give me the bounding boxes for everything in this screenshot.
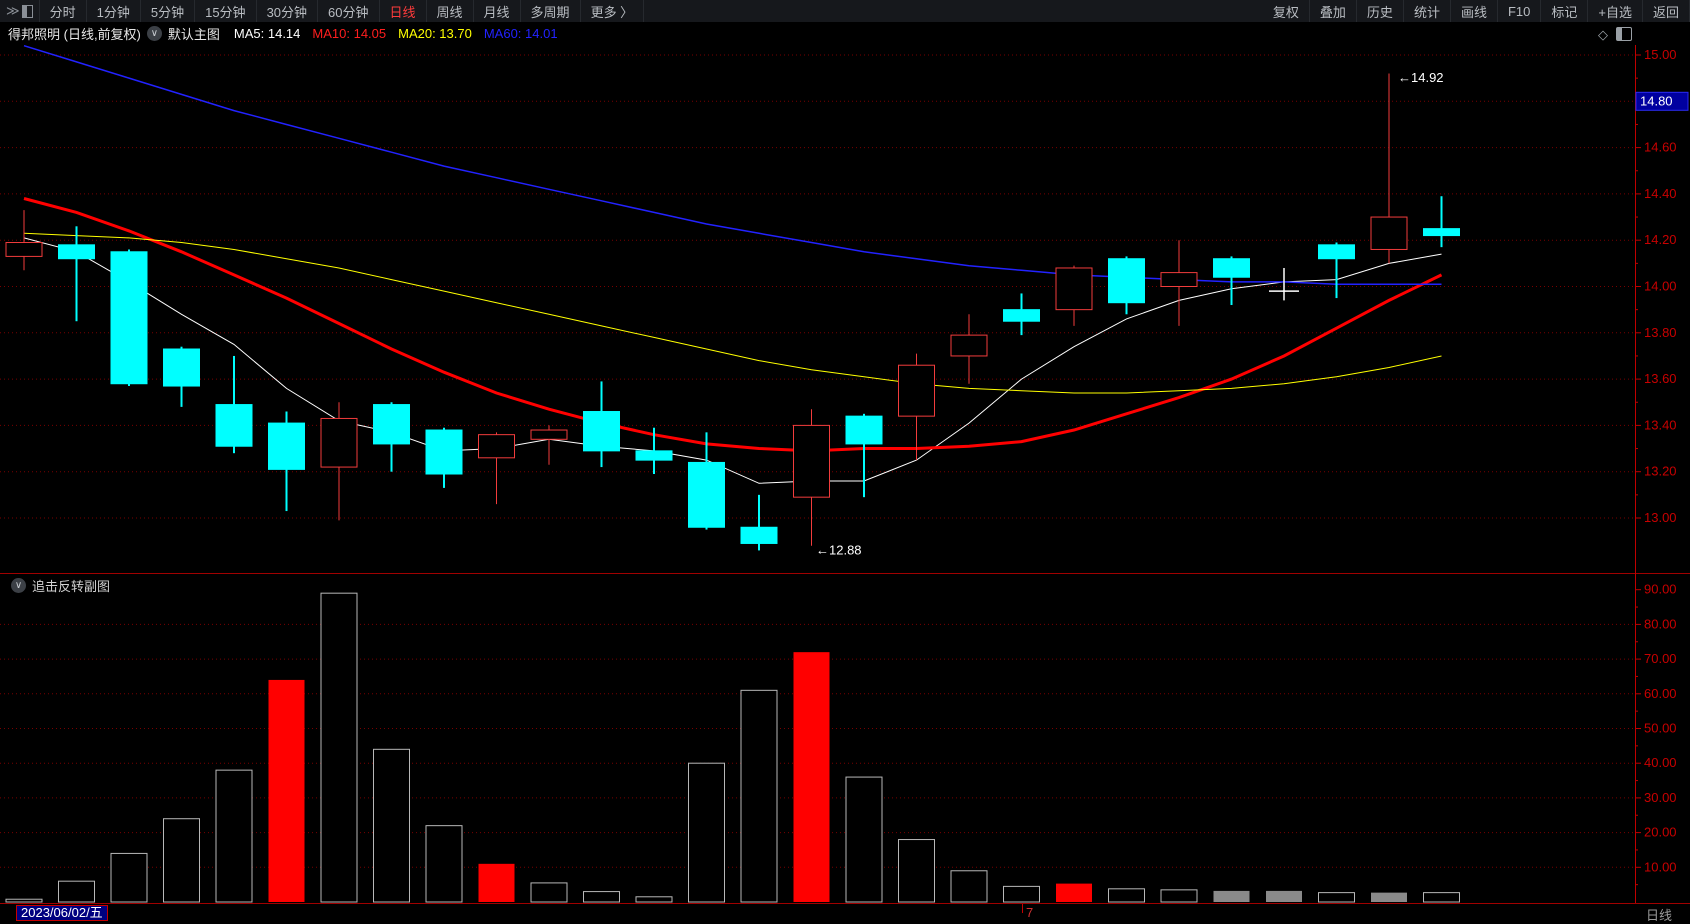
svg-text:70.00: 70.00 — [1644, 651, 1677, 666]
subchart-header: ∨ 追击反转副图 — [5, 576, 110, 595]
period-tab-1[interactable]: 1分钟 — [87, 0, 141, 22]
tool-button-3[interactable]: 统计 — [1404, 0, 1451, 22]
svg-text:40.00: 40.00 — [1644, 755, 1677, 770]
tool-button-6[interactable]: 标记 — [1541, 0, 1589, 22]
chart-corner-tools: ◇ — [1598, 27, 1632, 41]
tool-button-7[interactable]: +自选 — [1588, 0, 1643, 22]
main-candlestick-chart[interactable]: 15.00 14.80 14.60 14.40 14.20 14.00 13.80 13.60… — [0, 45, 1690, 573]
svg-text:13.60: 13.60 — [1644, 371, 1677, 386]
svg-text:14.60: 14.60 — [1644, 140, 1677, 155]
month-tick-mark — [1022, 904, 1023, 913]
panel-layout-icon[interactable] — [1616, 27, 1632, 41]
svg-text:15.00: 15.00 — [1644, 47, 1677, 62]
ma-legend-1: MA10: 14.05 — [312, 26, 387, 41]
topbar-spacer — [644, 0, 1263, 22]
symbol-title: 得邦照明 (日线,前复权) — [8, 27, 141, 42]
svg-text:←14.92: ←14.92 — [1398, 70, 1444, 85]
tool-button-1[interactable]: 叠加 — [1310, 0, 1357, 22]
svg-text:←12.88: ←12.88 — [816, 542, 862, 557]
svg-text:13.40: 13.40 — [1644, 417, 1677, 432]
chart-preset-label[interactable]: 默认主图 — [167, 27, 220, 42]
month-marker-label: 7 — [1026, 905, 1034, 920]
indicator-subchart[interactable]: 90.00 80.00 70.00 60.00 50.00 40.00 30.00 20.00… — [0, 573, 1690, 903]
tool-button-8[interactable]: 返回 — [1643, 0, 1690, 22]
period-tab-2[interactable]: 5分钟 — [141, 0, 196, 22]
period-tab-6[interactable]: 日线 — [380, 0, 427, 22]
chevron-down-circle-icon[interactable]: ∨ — [146, 26, 162, 41]
period-tab-8[interactable]: 月线 — [474, 0, 521, 22]
top-menu-bar: ≫ 分时 1分钟 5分钟 15分钟 30分钟 60分钟 日线 周线 月线 多周期 更多 〉 复权 叠加… — [0, 0, 1690, 23]
panel-toggle-icon[interactable]: ≫ — [0, 0, 40, 22]
period-tab-0[interactable]: 分时 — [40, 0, 87, 22]
svg-text:60.00: 60.00 — [1644, 686, 1677, 701]
period-tab-9[interactable]: 多周期 — [521, 0, 581, 22]
diamond-marker-icon[interactable]: ◇ — [1598, 26, 1608, 42]
svg-text:20.00: 20.00 — [1644, 825, 1677, 840]
svg-text:50.00: 50.00 — [1644, 721, 1677, 736]
period-tab-7[interactable]: 周线 — [427, 0, 474, 22]
ma-legend-3: MA60: 14.01 — [483, 26, 558, 41]
svg-text:14.00: 14.00 — [1644, 279, 1677, 294]
svg-text:90.00: 90.00 — [1644, 582, 1677, 597]
period-tab-3[interactable]: 15分钟 — [195, 0, 257, 22]
ma-legend-2: MA20: 13.70 — [398, 26, 472, 41]
svg-text:10.00: 10.00 — [1644, 859, 1677, 874]
period-label: 日线 — [1646, 908, 1673, 923]
first-date-label[interactable]: 2023/06/02/五 — [16, 905, 108, 921]
chart-header: 得邦照明 (日线,前复权) ∨ 默认主图 MA5: 14.14 MA10: 14.… — [0, 22, 1690, 45]
svg-text:14.20: 14.20 — [1644, 232, 1677, 247]
svg-text:13.20: 13.20 — [1644, 464, 1677, 479]
svg-text:80.00: 80.00 — [1644, 616, 1677, 631]
tool-button-4[interactable]: 画线 — [1451, 0, 1498, 22]
svg-text:30.00: 30.00 — [1644, 790, 1677, 805]
bottom-status-bar: 2023/06/02/五 7 日线 — [0, 903, 1690, 923]
svg-text:13.00: 13.00 — [1644, 510, 1677, 525]
tool-button-5[interactable]: F10 — [1498, 0, 1542, 22]
period-tab-4[interactable]: 30分钟 — [257, 0, 319, 22]
ma-legend-0: MA5: 14.14 — [233, 26, 301, 41]
chevron-down-circle-icon[interactable]: ∨ — [11, 578, 26, 593]
period-tab-5[interactable]: 60分钟 — [318, 0, 380, 22]
svg-text:14.40: 14.40 — [1644, 186, 1677, 201]
svg-text:14.80: 14.80 — [1640, 93, 1673, 108]
tool-button-0[interactable]: 复权 — [1263, 0, 1310, 22]
period-tab-10[interactable]: 更多 〉 — [581, 0, 645, 22]
subchart-title: 追击反转副图 — [32, 579, 111, 594]
tool-button-2[interactable]: 历史 — [1357, 0, 1404, 22]
svg-text:13.80: 13.80 — [1644, 325, 1677, 340]
